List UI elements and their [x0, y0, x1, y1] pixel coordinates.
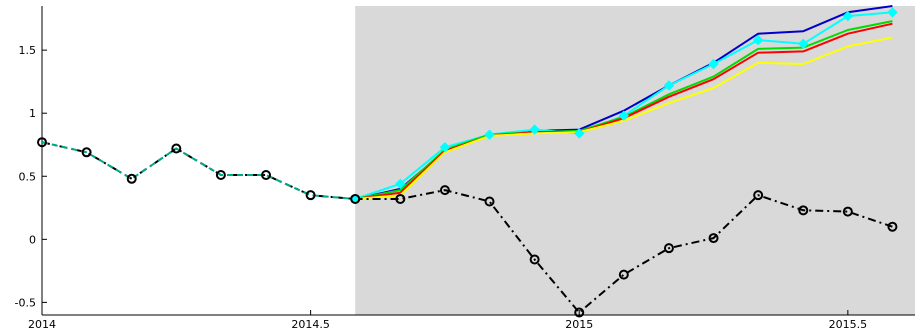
series-point [663, 80, 675, 91]
series-point [350, 193, 361, 204]
series-point [529, 124, 540, 135]
series-point [529, 254, 540, 265]
y-tick-label: 0 [29, 233, 36, 246]
series-point [842, 10, 854, 22]
y-tick-label: -0.5 [15, 296, 36, 309]
y-tick-label: 1.5 [19, 44, 37, 57]
series-point [439, 185, 450, 196]
series-line-0 [41, 141, 893, 314]
y-tick-label: 0.5 [19, 170, 37, 183]
series-point [752, 34, 764, 46]
series-point [439, 142, 451, 153]
series-point [37, 137, 47, 148]
x-tick-label: 2014 [28, 318, 56, 331]
x-tick-label: 2014.5 [291, 318, 330, 331]
series-point [261, 170, 272, 181]
x-tick-label: 2015 [565, 318, 593, 331]
series-point [395, 193, 406, 204]
series-point [618, 269, 629, 280]
series-point [663, 243, 674, 254]
series-point [798, 38, 809, 50]
series-point [484, 196, 495, 207]
series-point [574, 128, 585, 139]
series-point [708, 58, 719, 70]
series-point [618, 110, 630, 121]
series-point [126, 173, 137, 184]
series-point [81, 147, 92, 158]
series-point [887, 7, 898, 18]
series-point [887, 221, 898, 232]
series-point [305, 190, 316, 201]
series-line-1 [41, 141, 356, 200]
series-point [171, 143, 182, 154]
x-tick-label: 2015.5 [829, 318, 868, 331]
series-point [708, 233, 719, 244]
series-point [395, 178, 406, 190]
series-point [753, 190, 764, 201]
series-point [842, 206, 853, 217]
series-point [574, 307, 585, 318]
y-tick-label: 1 [29, 107, 36, 120]
series-point [798, 205, 809, 216]
series-point [215, 170, 226, 181]
series-point [484, 129, 495, 140]
